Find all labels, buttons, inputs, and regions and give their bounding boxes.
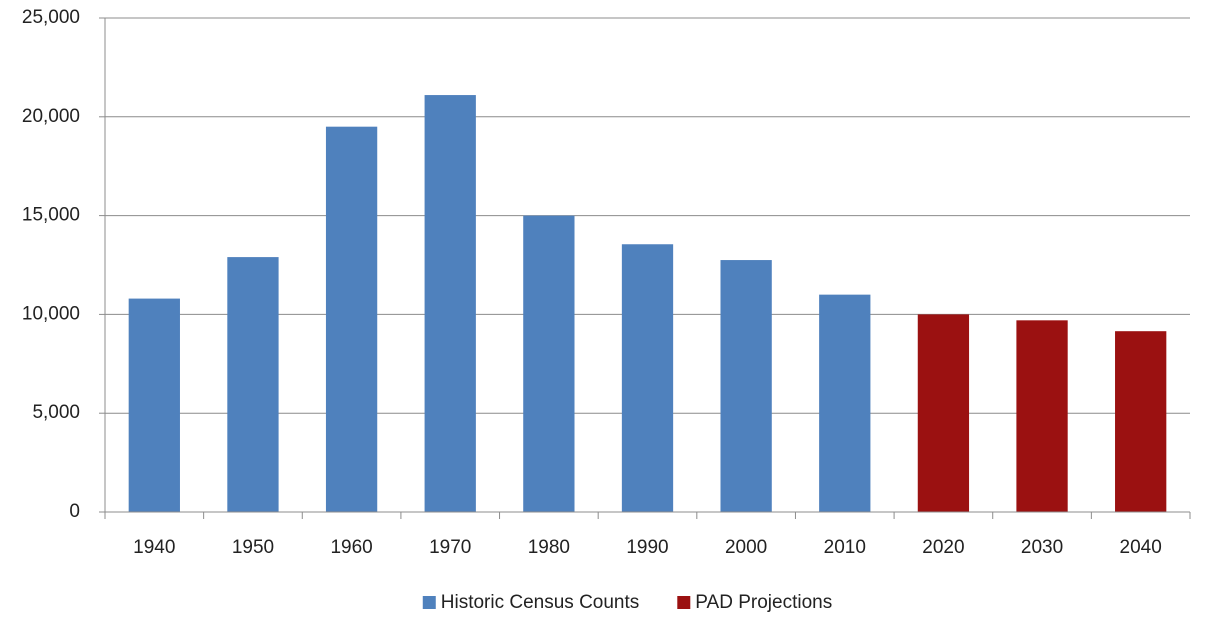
bar (1016, 320, 1068, 512)
y-tick-label: 20,000 (22, 106, 80, 127)
bar (819, 294, 871, 512)
x-tick-label: 2000 (725, 537, 767, 558)
y-tick-label: 10,000 (22, 303, 80, 324)
y-tick-label: 15,000 (22, 205, 80, 226)
bar (720, 260, 772, 512)
x-tick-label: 1950 (232, 537, 274, 558)
x-tick-label: 1940 (133, 537, 175, 558)
x-tick-label: 2020 (922, 537, 964, 558)
bar (621, 244, 674, 512)
x-tick-label: 1980 (528, 537, 570, 558)
bar (1115, 331, 1167, 512)
legend-label: PAD Projections (695, 592, 832, 613)
bar (227, 257, 279, 512)
x-tick-label: 1970 (429, 537, 471, 558)
bar (424, 95, 476, 513)
x-tick-label: 2010 (824, 537, 866, 558)
legend-label: Historic Census Counts (441, 592, 640, 613)
bar (917, 314, 970, 512)
bar (325, 126, 378, 513)
x-tick-label: 1960 (330, 537, 372, 558)
x-tick-label: 1990 (626, 537, 668, 558)
y-tick-label: 5,000 (32, 402, 80, 423)
legend-swatch (677, 596, 691, 609)
legend-swatch (422, 596, 436, 609)
y-tick-label: 0 (69, 501, 80, 522)
x-tick-label: 2040 (1120, 537, 1162, 558)
x-tick-label: 2030 (1021, 537, 1063, 558)
y-tick-label: 25,000 (22, 7, 80, 28)
bar (523, 215, 575, 512)
bar (128, 298, 180, 512)
